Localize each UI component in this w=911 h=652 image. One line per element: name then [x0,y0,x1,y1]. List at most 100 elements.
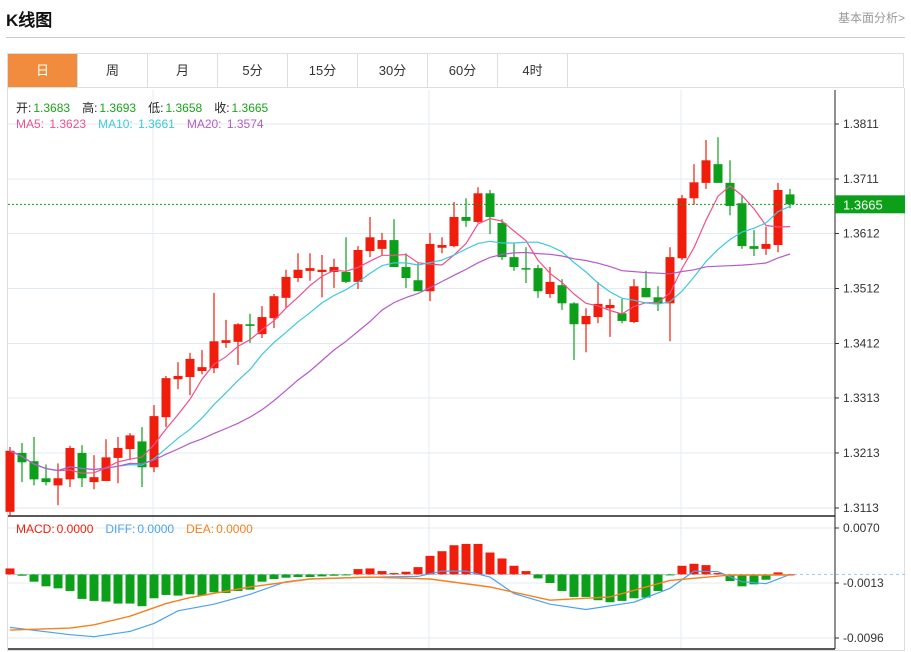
ma20-label: MA20: [186,117,222,131]
period-tabs: 日 周 月 5分 15分 30分 60分 4时 [7,53,904,88]
candle-body [641,287,651,298]
tab-week[interactable]: 周 [78,54,148,87]
candle [761,226,771,255]
candle-body [53,478,63,486]
candle [173,362,183,390]
candle-body [749,246,759,249]
low-label: 低: [148,101,164,115]
candle-body [293,269,303,279]
high-value: 1.3693 [99,101,137,115]
candle [629,279,639,324]
macd-bar [665,574,675,576]
tab-60min[interactable]: 60分 [428,54,498,87]
tab-month[interactable]: 月 [148,54,218,87]
candle [701,139,711,189]
candle-body [617,313,627,321]
candle-body [401,267,411,279]
macd-bar [725,574,735,582]
candle [653,286,663,312]
macd-bar [353,569,363,575]
diff-line [9,570,791,638]
tab-15min[interactable]: 15分 [288,54,358,87]
candle [17,443,27,483]
macd-bar [761,574,771,580]
candle [197,350,207,375]
macd-bar [317,574,327,577]
price-tick-label: 1.3811 [843,117,879,131]
candle [365,216,375,258]
candle-body [209,341,219,369]
tab-30min[interactable]: 30分 [358,54,428,87]
macd-bar [257,574,267,582]
fundamental-analysis-link[interactable]: 基本面分析> [837,11,905,25]
candle-body [305,268,315,271]
tab-day[interactable]: 日 [8,54,78,87]
macd-bar [533,574,543,579]
macd-bar [221,574,231,593]
macd-bar [161,574,171,595]
ma5-value: 1.3623 [49,117,87,131]
price-tick-label: 1.3412 [843,336,880,350]
candle-body [713,164,723,183]
ma10-label: MA10: [98,117,133,131]
macd-bar [713,573,723,575]
macd-bar [101,574,111,602]
candle-body [257,317,267,335]
candle-body [689,182,699,199]
price-tick-label: 1.3213 [843,446,880,460]
candle-body [473,193,483,222]
candle-body [113,448,123,458]
macd-bar [629,574,639,599]
candle-body [593,303,603,318]
candle [617,298,627,324]
candle-body [533,268,543,292]
high-label: 高: [82,101,98,115]
macd-bar [509,565,519,575]
candle-body [161,378,171,418]
candle [221,319,231,348]
macd-legend: MACD: 0.0000 DIFF: 0.0000 DEA: 0.0000 [16,522,255,536]
candle [749,230,759,257]
macd-bar [737,574,747,587]
macd-bar [473,543,483,575]
open-value: 1.3683 [33,101,71,115]
candle [641,270,651,298]
ma10-line [9,205,791,472]
macd-bar [281,574,291,578]
candle [677,194,687,260]
macd-bar [461,543,471,575]
candle-body [677,198,687,259]
macd-bar [749,574,759,585]
macd-bar [701,565,711,575]
macd-bar [593,574,603,601]
candle-body [245,324,255,326]
candle-body [185,358,195,378]
macd-bar [437,551,447,575]
candle-body [365,237,375,252]
tab-4hour[interactable]: 4时 [498,54,568,87]
candle-body [41,478,51,483]
close-value: 1.3665 [231,101,269,115]
candle [521,247,531,283]
tab-5min[interactable]: 5分 [218,54,288,87]
macd-bar [497,558,507,575]
macd-bar [605,574,615,603]
macd-bar [113,574,123,604]
candle [569,302,579,360]
candle [557,279,567,310]
candle-body [281,276,291,298]
candle [545,267,555,298]
candle [77,445,87,488]
candle [485,190,495,235]
candle [101,439,111,482]
candle-body [737,203,747,247]
macd-bar [401,571,411,575]
macd-bar [293,574,303,578]
candle-body [137,441,147,468]
page-title: K线图 [6,11,53,30]
ma-legend: MA5: 1.3623 MA10: 1.3661 MA20: 1.3574 [16,117,266,131]
dea-line [9,574,790,631]
candle [473,187,483,224]
macd-bar [197,574,207,596]
